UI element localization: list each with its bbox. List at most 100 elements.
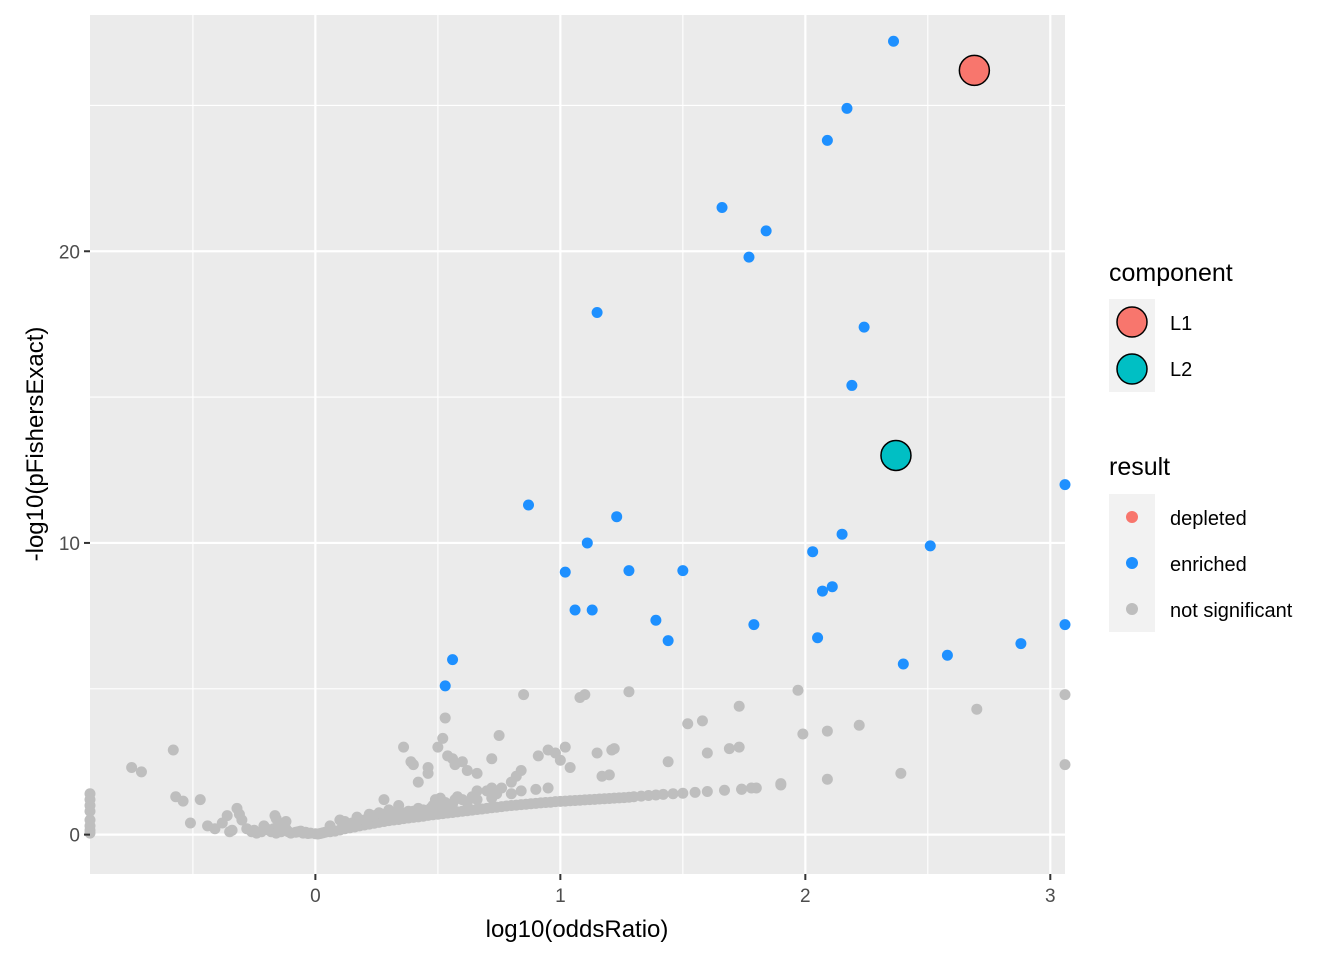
point-not-significant bbox=[439, 712, 451, 724]
point-not-significant bbox=[456, 756, 468, 768]
legend-label-enriched: enriched bbox=[1170, 554, 1247, 576]
point-not-significant bbox=[775, 778, 787, 790]
y-axis: 0 10 20 bbox=[59, 242, 90, 847]
point-enriched bbox=[841, 102, 853, 114]
legend-label-depleted: depleted bbox=[1170, 508, 1247, 530]
point-not-significant bbox=[797, 728, 809, 740]
point-not-significant bbox=[505, 788, 517, 800]
point-not-significant bbox=[269, 810, 281, 822]
point-not-significant bbox=[378, 794, 390, 806]
point-not-significant bbox=[177, 795, 189, 807]
point-not-significant bbox=[515, 764, 527, 776]
point-not-significant bbox=[623, 686, 635, 698]
point-not-significant bbox=[1059, 689, 1071, 701]
y-axis-title: -log10(pFishersExact) bbox=[22, 327, 49, 562]
legend-label-L1: L1 bbox=[1170, 313, 1192, 335]
legend-component: component L1 L2 bbox=[1109, 259, 1233, 392]
point-enriched bbox=[1059, 619, 1071, 631]
point-enriched bbox=[888, 35, 900, 47]
point-not-significant bbox=[167, 744, 179, 756]
point-enriched bbox=[821, 134, 833, 146]
point-not-significant bbox=[821, 725, 833, 737]
point-not-significant bbox=[603, 769, 615, 781]
point-not-significant bbox=[542, 782, 554, 794]
point-not-significant bbox=[591, 747, 603, 759]
point-not-significant bbox=[518, 689, 530, 701]
point-enriched bbox=[941, 649, 953, 661]
point-not-significant bbox=[677, 787, 689, 799]
point-enriched bbox=[611, 511, 623, 523]
data-points bbox=[84, 35, 1071, 840]
component-point-L2 bbox=[880, 439, 912, 472]
point-enriched bbox=[447, 654, 459, 666]
point-enriched bbox=[677, 565, 689, 577]
point-not-significant bbox=[398, 741, 410, 753]
point-enriched bbox=[523, 499, 535, 511]
grid-minor bbox=[90, 15, 1065, 874]
point-not-significant bbox=[412, 776, 424, 788]
point-not-significant bbox=[471, 785, 483, 797]
point-not-significant bbox=[853, 719, 865, 731]
point-not-significant bbox=[84, 805, 96, 817]
point-not-significant bbox=[718, 784, 730, 796]
point-not-significant bbox=[126, 762, 138, 774]
point-not-significant bbox=[221, 810, 233, 822]
point-not-significant bbox=[564, 762, 576, 774]
point-not-significant bbox=[530, 783, 542, 795]
point-not-significant bbox=[260, 823, 272, 835]
point-enriched bbox=[816, 585, 828, 597]
legend-key-L1 bbox=[1116, 306, 1148, 338]
point-not-significant bbox=[701, 785, 713, 797]
point-not-significant bbox=[559, 741, 571, 753]
point-not-significant bbox=[895, 767, 907, 779]
point-enriched bbox=[812, 632, 824, 644]
point-not-significant bbox=[461, 764, 473, 776]
point-enriched bbox=[569, 604, 581, 616]
x-axis: 0 1 2 3 bbox=[310, 874, 1056, 907]
point-not-significant bbox=[471, 794, 483, 806]
point-not-significant bbox=[662, 756, 674, 768]
point-enriched bbox=[591, 307, 603, 319]
point-enriched bbox=[836, 528, 848, 540]
point-not-significant bbox=[363, 808, 375, 820]
point-not-significant bbox=[496, 782, 508, 794]
x-tick-label: 2 bbox=[800, 886, 811, 907]
point-enriched bbox=[439, 680, 451, 692]
component-points bbox=[880, 54, 991, 472]
point-not-significant bbox=[821, 773, 833, 785]
point-enriched bbox=[748, 619, 760, 631]
y-tick-label: 20 bbox=[59, 242, 80, 263]
point-enriched bbox=[846, 379, 858, 391]
point-enriched bbox=[743, 251, 755, 263]
x-tick-label: 1 bbox=[555, 886, 566, 907]
point-not-significant bbox=[689, 786, 701, 798]
legend-result: result depleted enriched not significant bbox=[1109, 453, 1293, 632]
point-enriched bbox=[586, 604, 598, 616]
point-enriched bbox=[559, 566, 571, 578]
y-tick-label: 0 bbox=[69, 826, 80, 847]
point-not-significant bbox=[393, 799, 405, 811]
point-not-significant bbox=[667, 788, 679, 800]
point-not-significant bbox=[532, 750, 544, 762]
point-not-significant bbox=[236, 814, 248, 826]
x-tick-label: 3 bbox=[1045, 886, 1056, 907]
point-not-significant bbox=[437, 732, 449, 744]
point-not-significant bbox=[736, 783, 748, 795]
point-enriched bbox=[826, 581, 838, 593]
point-enriched bbox=[623, 565, 635, 577]
legend-key-not-significant bbox=[1126, 603, 1138, 615]
point-not-significant bbox=[701, 747, 713, 759]
point-not-significant bbox=[733, 700, 745, 712]
point-not-significant bbox=[84, 827, 96, 839]
point-not-significant bbox=[324, 820, 336, 832]
point-not-significant bbox=[1059, 759, 1071, 771]
point-not-significant bbox=[608, 743, 620, 755]
point-not-significant bbox=[248, 824, 260, 836]
legend-key-depleted bbox=[1126, 511, 1138, 523]
point-not-significant bbox=[486, 753, 498, 765]
point-not-significant bbox=[194, 794, 206, 806]
point-not-significant bbox=[471, 767, 483, 779]
component-point-L1 bbox=[958, 54, 991, 87]
point-not-significant bbox=[745, 782, 757, 794]
